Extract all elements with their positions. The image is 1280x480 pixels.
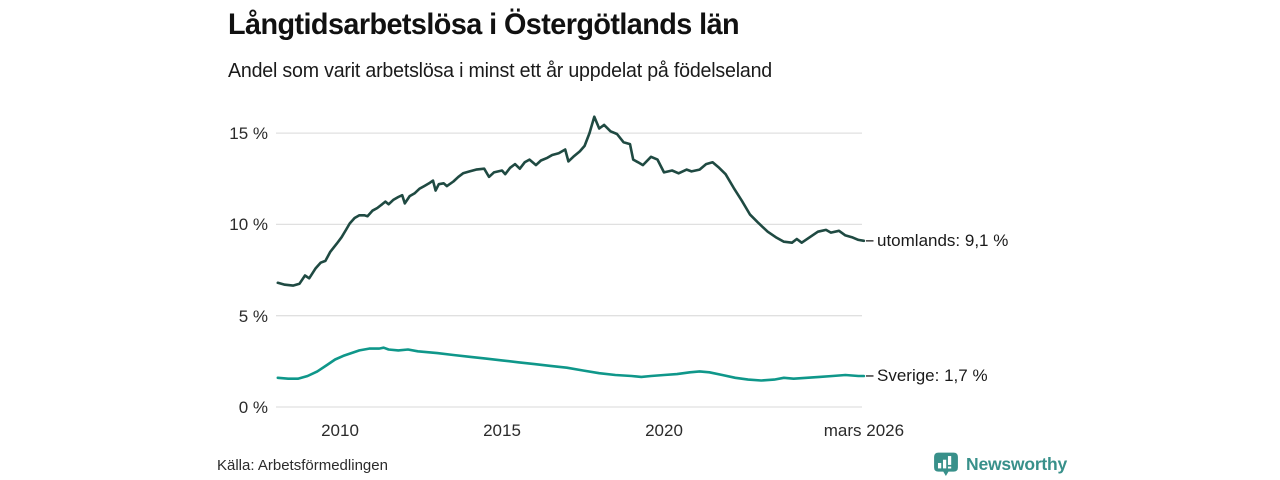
- x-tick-label-0: 2010: [321, 421, 359, 440]
- series-line-sverige: [276, 346, 866, 382]
- newsworthy-wordmark: Newsworthy: [966, 454, 1068, 474]
- y-tick-label-5: 5 %: [238, 306, 268, 326]
- chart-subtitle: Andel som varit arbetslösa i minst ett å…: [228, 60, 773, 82]
- y-tick-label-15: 15 %: [229, 124, 268, 144]
- y-tick-label-10: 10 %: [229, 215, 268, 235]
- series-label-sverige: Sverige: 1,7 %: [877, 365, 988, 385]
- newsworthy-chart-bubble-icon: [934, 452, 958, 476]
- source-note: Källa: Arbetsförmedlingen: [217, 457, 388, 474]
- chart-title: Långtidsarbetslösa i Östergötlands län: [228, 8, 740, 41]
- x-tick-label-2: 2020: [645, 421, 683, 440]
- series-label-utomlands: utomlands: 9,1 %: [877, 230, 1009, 250]
- y-tick-label-0: 0 %: [238, 398, 268, 417]
- x-tick-label-1: 2015: [483, 421, 521, 440]
- newsworthy-logo[interactable]: Newsworthy: [933, 451, 1067, 478]
- series-line-utomlands: [276, 115, 866, 287]
- x-tick-label-3: mars 2026: [823, 421, 905, 440]
